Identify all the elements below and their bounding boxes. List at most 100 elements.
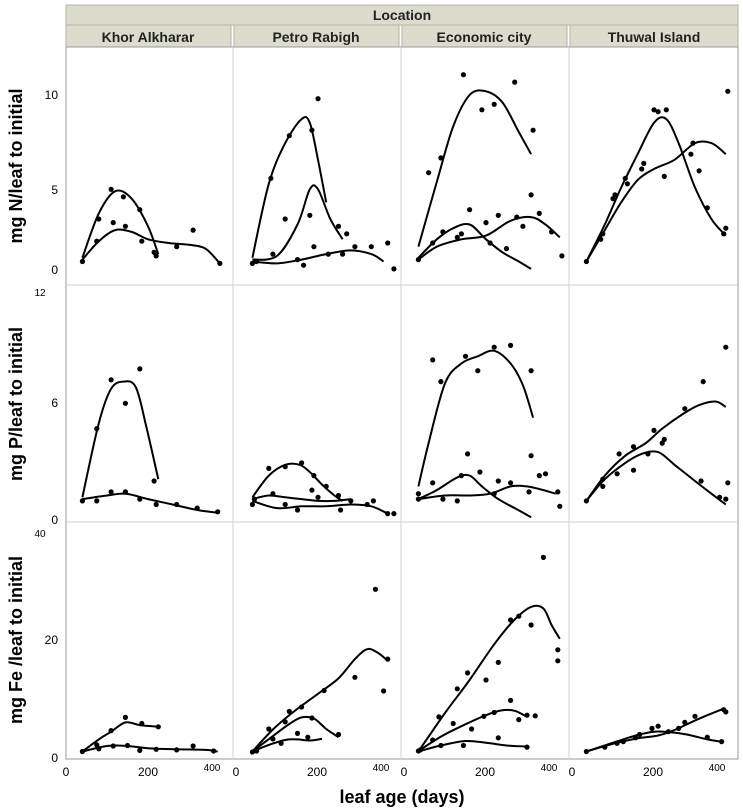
data-point-r2-c4-17 — [723, 496, 729, 502]
data-point-r3-c1-13 — [190, 743, 196, 749]
data-point-r2-c2-6 — [282, 464, 288, 470]
data-point-r3-c1-1 — [79, 748, 85, 755]
data-point-r2-c3-3 — [430, 480, 436, 486]
xtick-c3-200: 200 — [475, 765, 495, 779]
data-point-r2-c4-6 — [630, 444, 637, 450]
fit-curve-r1-c4-2 — [585, 140, 727, 262]
data-point-r2-c4-5 — [616, 451, 622, 457]
data-point-r3-c3-4 — [436, 714, 442, 720]
data-point-r2-c3-19 — [528, 368, 534, 374]
ytick-p-12: 12 — [34, 288, 46, 299]
fit-curve-r3-c3-1 — [417, 604, 561, 753]
data-point-r1-c2-8 — [301, 262, 307, 268]
data-point-r3-c2-16 — [381, 688, 387, 694]
y-ticks-n: 0 5 10 — [45, 88, 59, 277]
data-point-r3-c2-9 — [299, 704, 305, 710]
data-point-r1-c3-20 — [530, 127, 536, 133]
data-point-r1-c4-13 — [663, 107, 669, 113]
data-point-r1-c3-23 — [559, 253, 565, 259]
data-point-r2-c3-24 — [557, 503, 563, 509]
data-point-r3-c4-2 — [602, 744, 608, 750]
ytick-n-0: 0 — [51, 263, 58, 277]
data-point-r2-c2-14 — [338, 507, 344, 513]
panel-r3-c4 — [583, 707, 729, 755]
data-point-r3-c1-5 — [110, 743, 116, 749]
location-label-khor-alkharar: Khor Alkharar — [102, 29, 195, 45]
data-point-r2-c4-7 — [630, 467, 637, 473]
data-point-r3-c4-3 — [614, 740, 620, 746]
data-point-r3-c3-10 — [469, 726, 475, 732]
data-point-r3-c4-7 — [649, 725, 655, 732]
data-point-r1-c4-17 — [704, 205, 710, 211]
data-point-r1-c3-3 — [430, 240, 436, 246]
data-point-r1-c2-20 — [391, 266, 397, 272]
panel-r1-c3 — [415, 72, 565, 270]
data-point-r2-c2-7 — [294, 507, 301, 513]
data-point-r1-c4-14 — [688, 151, 694, 157]
ylabel-p: mg P/leaf to initial — [6, 327, 26, 481]
fit-curve-r1-c3-1 — [417, 89, 532, 247]
data-point-r3-c3-21 — [524, 744, 530, 750]
panel-r2-c3 — [415, 342, 563, 519]
data-point-r3-c1-3 — [96, 746, 102, 752]
data-point-r2-c3-16 — [508, 342, 514, 348]
xtick-c4-400: 400 — [709, 763, 726, 774]
data-point-r1-c3-18 — [520, 223, 526, 229]
data-point-r3-c4-5 — [632, 735, 639, 741]
data-point-r3-c3-19 — [516, 613, 522, 619]
data-point-r3-c1-10 — [153, 746, 159, 752]
data-point-r2-c1-10 — [151, 478, 157, 484]
data-point-r3-c4-8 — [655, 723, 661, 729]
data-point-r3-c4-14 — [719, 739, 725, 745]
data-point-r1-c4-20 — [725, 88, 731, 94]
panel-r3-c2 — [249, 586, 391, 755]
data-point-r2-c4-2 — [600, 476, 606, 482]
data-point-r3-c2-1 — [249, 749, 255, 755]
xtick-c1-0: 0 — [63, 765, 70, 779]
data-point-r2-c4-16 — [723, 344, 729, 350]
data-point-r3-c3-8 — [460, 742, 466, 749]
fit-curve-r2-c1-1 — [81, 380, 160, 498]
data-point-r2-c1-9 — [137, 496, 143, 502]
data-point-r3-c2-12 — [321, 687, 327, 694]
data-point-r1-c3-8 — [460, 72, 466, 78]
data-point-r1-c3-5 — [440, 229, 446, 235]
location-label-economic-city: Economic city — [437, 29, 532, 45]
data-point-r2-c2-4 — [270, 491, 276, 497]
data-point-r2-c1-7 — [122, 489, 128, 495]
data-point-r2-c2-10 — [311, 473, 317, 479]
data-point-r3-c3-2 — [417, 747, 423, 753]
data-point-r2-c2-3 — [266, 465, 272, 471]
data-point-r1-c4-8 — [639, 166, 645, 172]
data-point-r2-c1-8 — [137, 366, 143, 372]
xtick-c4-0: 0 — [569, 765, 576, 779]
data-point-r1-c2-17 — [352, 244, 358, 250]
panel-r1-c1 — [79, 186, 223, 266]
data-point-r1-c3-11 — [483, 220, 489, 226]
data-point-r2-c1-3 — [94, 498, 100, 504]
data-point-r3-c2-4 — [270, 736, 276, 742]
data-point-r1-c1-3 — [96, 216, 102, 222]
data-point-r1-c3-19 — [528, 192, 534, 198]
xtick-c2-200: 200 — [307, 765, 327, 779]
data-point-r3-c2-15 — [372, 586, 378, 592]
fit-curve-r3-c1-1 — [81, 721, 159, 753]
fit-curve-r3-c2-2 — [251, 715, 340, 753]
fit-curve-r1-c3-2 — [417, 222, 532, 270]
data-point-r3-c2-7 — [286, 708, 292, 715]
data-point-r1-c2-6 — [286, 133, 292, 139]
data-point-r1-c1-12 — [174, 244, 180, 250]
data-point-r2-c3-21 — [536, 473, 542, 479]
y-ticks-fe: 40 20 0 — [34, 529, 58, 765]
fit-curve-r1-c1-1 — [81, 189, 160, 259]
data-point-r1-c2-14 — [335, 223, 342, 229]
data-point-r3-c3-23 — [532, 713, 538, 719]
data-point-r1-c1-7 — [122, 223, 128, 229]
data-point-r2-c2-18 — [385, 510, 391, 517]
fit-curve-r1-c1-2 — [81, 228, 221, 265]
data-point-r1-c4-3 — [600, 231, 606, 237]
data-point-r2-c3-4 — [430, 357, 436, 363]
panel-r3-c1 — [79, 714, 218, 755]
data-point-r3-c1-11 — [155, 724, 161, 730]
data-point-r3-c4-16 — [723, 709, 729, 715]
